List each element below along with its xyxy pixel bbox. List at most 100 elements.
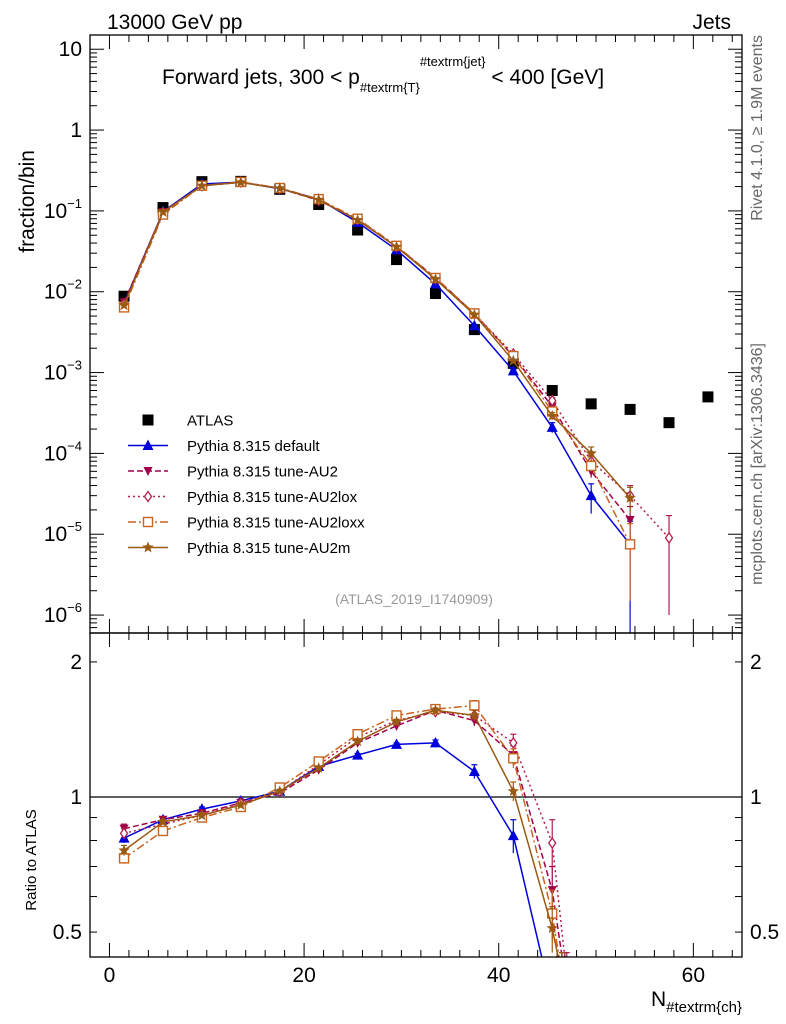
mcplots-label: mcplots.cern.ch [arXiv:1306.3436]: [749, 343, 766, 585]
main-point-pythia-8-315-tune-au2m: [585, 447, 597, 459]
main-point-pythia-8-315-tune-au2m: [429, 273, 442, 284]
main-y-tick-label-base: 10: [44, 362, 67, 385]
ratio-point-pythia-8-315-tune-au2m: [118, 844, 130, 856]
main-y-tick-label-exponent: −6: [67, 600, 82, 615]
main-y-tick-label: 10−2: [44, 277, 82, 304]
main-y-tick-label-exponent: −4: [67, 438, 82, 453]
ratio-point-pythia-8-315-tune-au2m: [390, 715, 403, 727]
main-point-pythia-8-315-tune-au2lox: [547, 394, 557, 407]
main-point-pythia-8-315-tune-au2m: [546, 410, 558, 421]
main-line-pythia-8-315-tune-au2: [123, 181, 631, 521]
main-point-atlas: [391, 254, 403, 266]
main-title-text: Forward jets, 300 < p: [162, 66, 360, 89]
main-point-atlas: [546, 385, 558, 397]
main-y-tick-label: 10: [59, 38, 82, 61]
ratio-y-tick-label-base: 1: [70, 786, 82, 809]
main-y-tick-label: 1: [70, 119, 82, 142]
ratio-point-pythia-8-315-tune-au2lox: [119, 827, 129, 840]
main-point-atlas: [585, 398, 597, 410]
main-y-tick-label-base: 10: [44, 523, 67, 546]
ratio-x-tick-label: 40: [487, 964, 510, 987]
main-title: Forward jets, 300 < p#textrm{T} #textrm{j…: [162, 54, 604, 95]
legend-label-pythia-8-315-tune-au2lox: Pythia 8.315 tune-AU2lox: [187, 489, 358, 506]
main-point-pythia-8-315-tune-au2m: [235, 176, 247, 188]
ratio-x-tick-label: 0: [104, 964, 116, 987]
ratio-point-pythia-8-315-tune-au2m: [429, 704, 442, 716]
ratio-y-tick-label: 1: [70, 786, 82, 809]
header-jets-label: Jets: [692, 11, 731, 34]
main-title-tail: < 400 [GeV]: [486, 66, 605, 89]
main-y-tick-label-base: 10: [59, 38, 82, 61]
ratio-y-tick-label: 2: [70, 651, 82, 674]
main-line-pythia-8-315-default: [123, 181, 631, 545]
legend-marker-atlas: [142, 414, 154, 426]
ratio-point-pythia-8-315-default: [429, 736, 441, 748]
main-point-pythia-8-315-tune-au2m: [196, 179, 208, 191]
main-series-group: [118, 175, 714, 633]
main-y-tick-label: 10−6: [44, 600, 82, 627]
ratio-point-pythia-8-315-tune-au2loxx: [508, 753, 519, 764]
ratio-point-pythia-8-315-tune-au2m: [546, 922, 558, 934]
main-point-pythia-8-315-tune-au2m: [624, 492, 636, 503]
main-y-tick-label: 10−5: [44, 519, 82, 546]
legend-marker-pythia-8-315-tune-au2lox: [143, 490, 153, 503]
legend-marker-pythia-8-315-tune-au2m: [142, 541, 154, 553]
legend-marker-pythia-8-315-tune-au2loxx: [142, 516, 154, 528]
main-point-pythia-8-315-tune-au2m: [507, 354, 519, 366]
legend-label-pythia-8-315-default: Pythia 8.315 default: [187, 438, 320, 455]
main-point-pythia-8-315-tune-au2m: [313, 193, 325, 205]
ratio-point-pythia-8-315-tune-au2loxx: [469, 700, 480, 711]
main-point-pythia-8-315-default: [585, 489, 597, 501]
main-point-pythia-8-315-tune-au2loxx: [624, 539, 636, 550]
main-series-pythia-8-315-tune-au2m: [118, 176, 636, 514]
main-line-pythia-8-315-tune-au2m: [123, 181, 631, 499]
ratio-point-pythia-8-315-tune-au2loxx: [157, 825, 169, 837]
main-point-atlas: [118, 290, 130, 302]
ratio-panel: 2 2 1 1 0.5 0.5 0 20 40 60: [53, 632, 779, 987]
ratio-point-pythia-8-315-default: [468, 765, 480, 776]
legend-label-pythia-8-315-tune-au2m: Pythia 8.315 tune-AU2m: [187, 540, 350, 557]
main-point-pythia-8-315-tune-au2m: [351, 214, 364, 225]
header-energy-label: 13000 GeV pp: [107, 11, 242, 34]
main-y-tick-label-base: 10: [44, 200, 67, 223]
main-point-atlas: [352, 224, 364, 236]
main-point-pythia-8-315-tune-au2m: [118, 299, 130, 311]
rivet-version-label: Rivet 4.1.0, ≥ 1.9M events: [749, 35, 766, 221]
analysis-watermark: (ATLAS_2019_I1740909): [335, 591, 493, 607]
ratio-y-tick-label-right: 0.5: [750, 921, 779, 944]
legend-label-pythia-8-315-tune-au2loxx: Pythia 8.315 tune-AU2loxx: [187, 515, 365, 532]
legend-label-atlas: ATLAS: [187, 413, 233, 430]
ratio-point-pythia-8-315-tune-au2m: [196, 809, 208, 821]
main-point-pythia-8-315-tune-au2m: [274, 182, 286, 194]
ratio-y-tick-label-right: 2: [750, 651, 762, 674]
main-point-atlas: [702, 391, 714, 403]
ratio-point-pythia-8-315-default: [352, 749, 364, 760]
main-point-atlas: [429, 288, 441, 300]
main-y-tick-label: 10−4: [44, 438, 82, 465]
ratio-y-tick-label: 0.5: [53, 921, 82, 944]
main-point-pythia-8-315-tune-au2m: [468, 308, 481, 320]
ratio-point-pythia-8-315-default: [391, 738, 403, 749]
ratio-y-axis-label: Ratio to ATLAS: [23, 809, 40, 910]
main-y-tick-label: 10−3: [44, 358, 82, 385]
main-y-tick-label-base: 1: [70, 119, 82, 142]
ratio-point-pythia-8-315-tune-au2m: [507, 785, 519, 797]
legend-marker-pythia-8-315-tune-au2: [143, 467, 153, 476]
main-title-superscript: #textrm{jet}: [420, 54, 486, 69]
main-y-tick-label-exponent: −5: [67, 519, 82, 534]
ratio-point-pythia-8-315-tune-au2m: [313, 762, 325, 773]
ratio-y-tick-label-right: 1: [750, 786, 762, 809]
main-point-pythia-8-315-default: [507, 364, 519, 376]
ratio-x-tick-label: 20: [292, 964, 315, 987]
x-axis-label-subscript: #textrm{ch}: [666, 999, 742, 1016]
main-y-tick-label-exponent: −3: [67, 358, 82, 373]
main-point-atlas: [663, 417, 675, 429]
ratio-x-tick-label: 60: [682, 964, 705, 987]
x-axis-label-main: N: [651, 988, 666, 1011]
ratio-point-pythia-8-315-tune-au2m: [274, 785, 286, 797]
main-point-pythia-8-315-default: [546, 421, 558, 432]
main-point-pythia-8-315-tune-au2loxx: [585, 460, 597, 472]
legend: ATLAS Pythia 8.315 default Pythia 8.315 tu…: [128, 413, 365, 557]
